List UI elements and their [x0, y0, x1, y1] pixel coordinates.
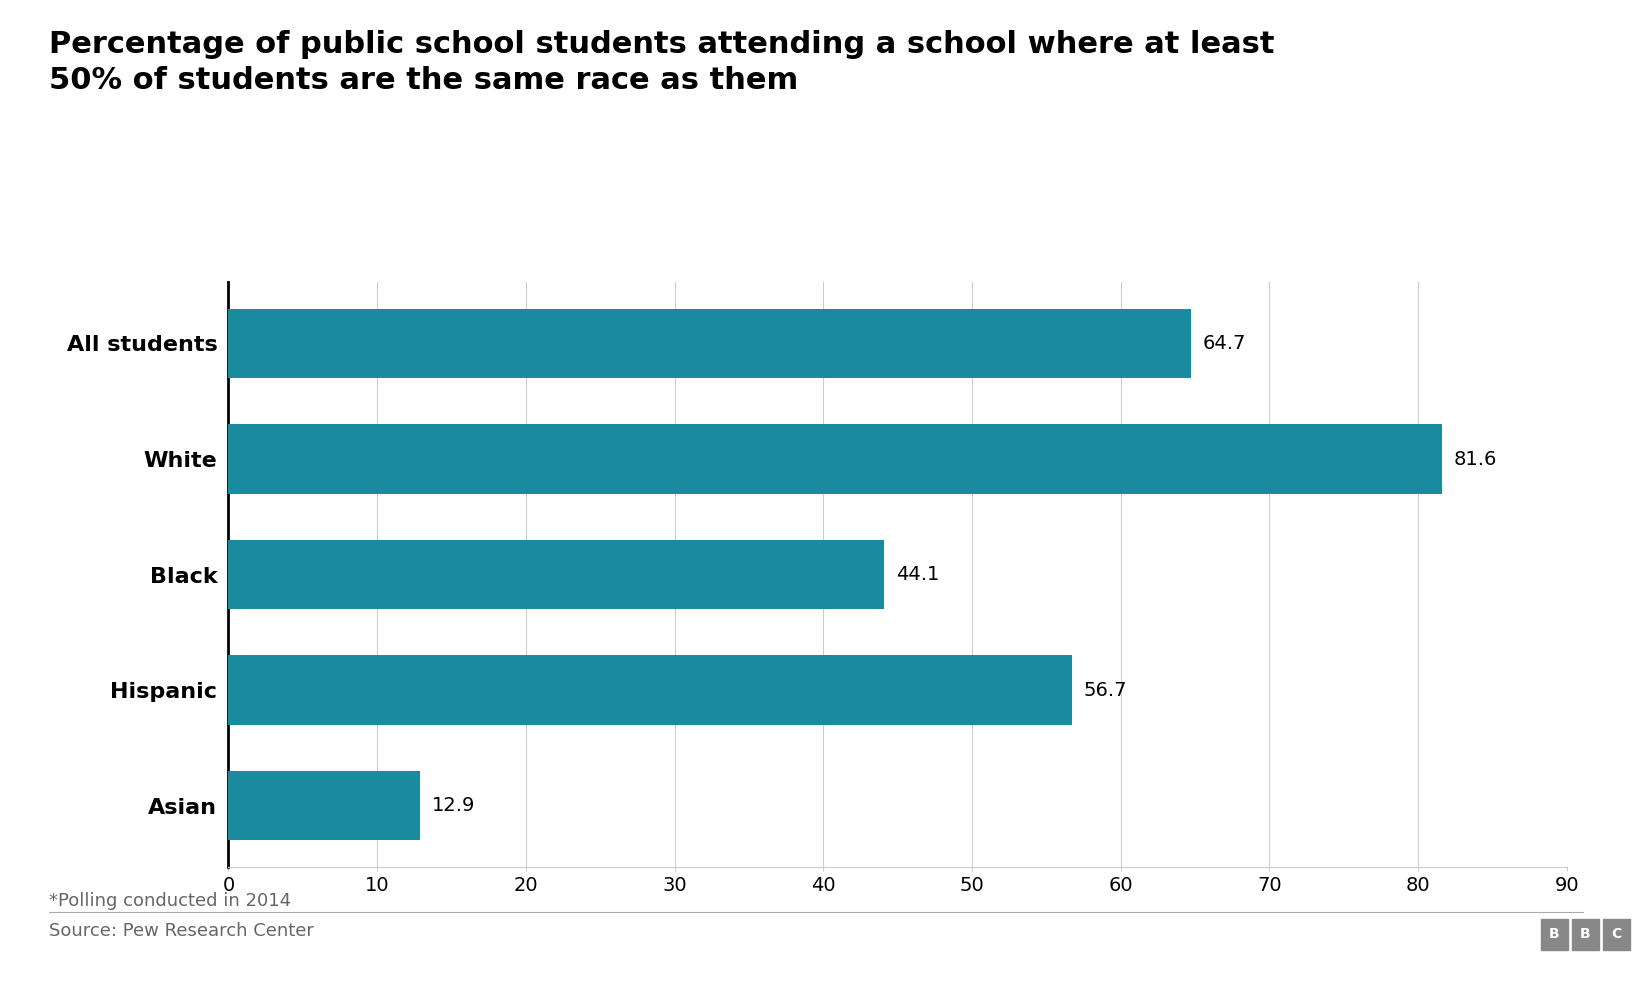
- Text: 12.9: 12.9: [432, 796, 475, 815]
- Bar: [228, 655, 1072, 725]
- Text: 81.6: 81.6: [1454, 450, 1497, 469]
- Text: 64.7: 64.7: [1203, 334, 1245, 353]
- Bar: [228, 308, 1190, 378]
- Text: C: C: [1611, 927, 1622, 941]
- Bar: [228, 771, 421, 841]
- Text: B: B: [1549, 927, 1560, 941]
- Bar: [228, 424, 1441, 494]
- Text: *Polling conducted in 2014: *Polling conducted in 2014: [49, 892, 290, 910]
- Text: B: B: [1580, 927, 1591, 941]
- Text: 56.7: 56.7: [1084, 680, 1128, 700]
- Text: Percentage of public school students attending a school where at least
50% of st: Percentage of public school students att…: [49, 30, 1275, 95]
- Text: 44.1: 44.1: [896, 565, 940, 584]
- Bar: [228, 540, 885, 609]
- Text: Source: Pew Research Center: Source: Pew Research Center: [49, 922, 313, 940]
